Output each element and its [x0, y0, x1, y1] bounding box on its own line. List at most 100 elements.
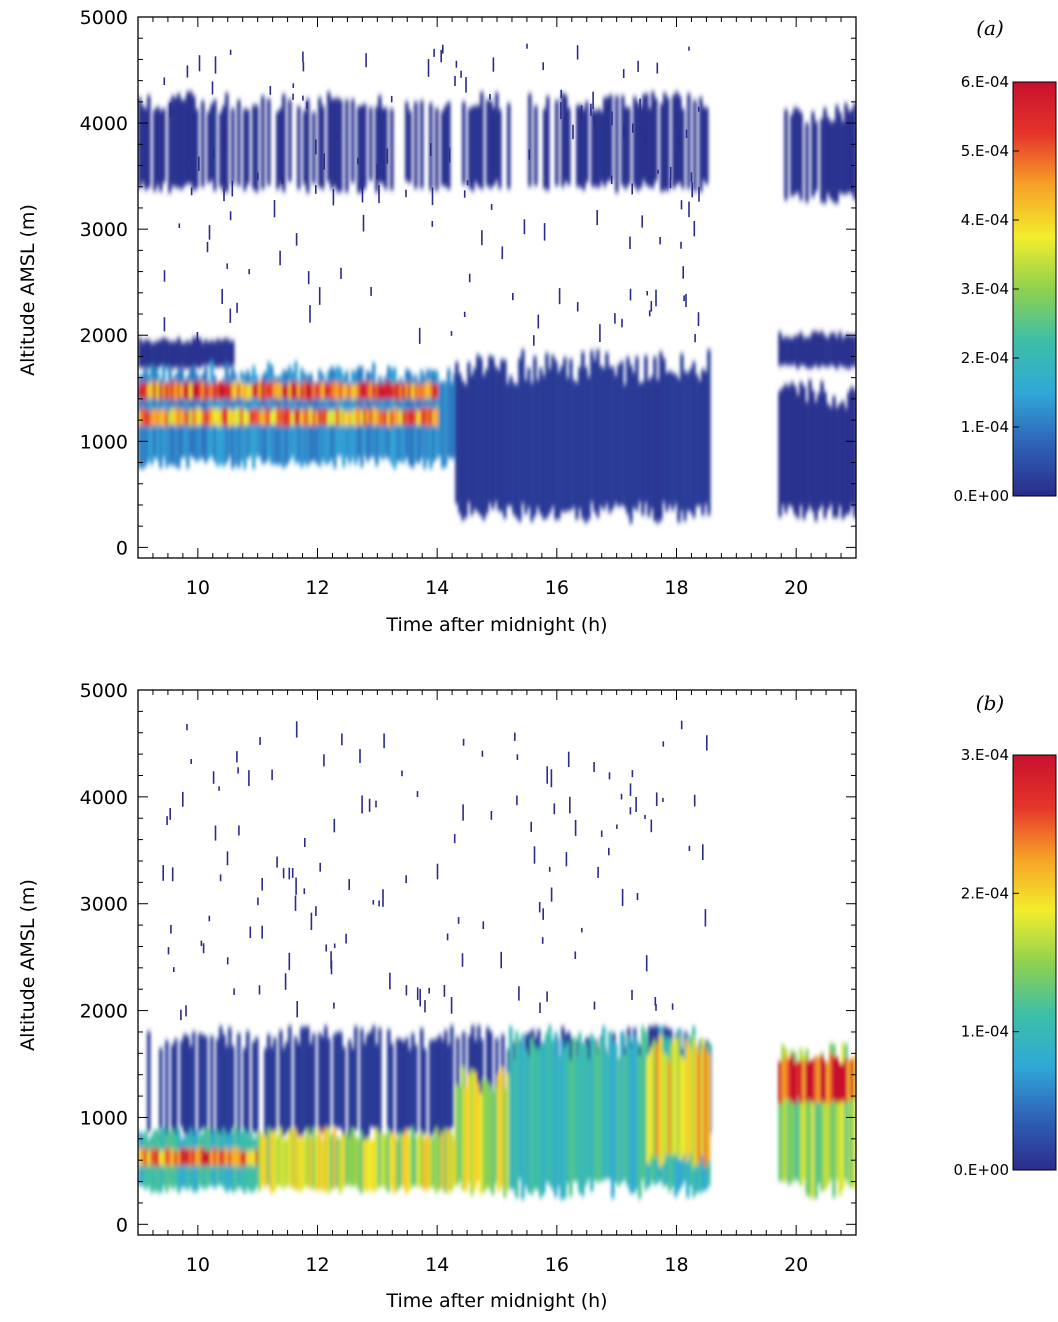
speckle: [538, 902, 541, 913]
heatmap-cell: [159, 1047, 163, 1129]
speckle: [581, 927, 583, 933]
heatmap-cell: [584, 1044, 588, 1185]
heatmap-cell: [198, 382, 202, 399]
heatmap-cell: [793, 386, 797, 515]
heatmap-cell: [841, 1063, 845, 1102]
speckle: [678, 132, 681, 147]
heatmap-cell: [159, 339, 163, 366]
heatmap-cell: [297, 409, 301, 425]
heatmap-cell: [326, 1127, 331, 1194]
speckle: [523, 219, 526, 235]
speckle: [376, 163, 378, 180]
speckle: [348, 879, 350, 890]
speckle: [641, 215, 643, 228]
heatmap-cell: [425, 1135, 430, 1190]
speckle: [190, 759, 192, 764]
heatmap-cell: [264, 1048, 268, 1136]
speckle: [623, 124, 625, 139]
speckle: [428, 987, 430, 994]
heatmap-cell: [303, 110, 307, 185]
heatmap-cell: [216, 1151, 220, 1165]
heatmap-cell: [159, 383, 163, 400]
heatmap-cell: [192, 1148, 196, 1166]
heatmap-cell: [847, 391, 851, 514]
heatmap-cell: [387, 409, 391, 427]
heatmap-cell: [781, 387, 785, 506]
heatmap-cell: [784, 384, 788, 513]
heatmap-cell: [423, 384, 427, 399]
heatmap-cell: [398, 1132, 403, 1187]
heatmap-cell: [660, 103, 664, 192]
heatmap-cell: [476, 354, 480, 513]
heatmap-cell: [784, 109, 788, 200]
heatmap-cell: [793, 1052, 797, 1180]
heatmap-cell: [784, 1055, 788, 1099]
heatmap-cell: [838, 1073, 842, 1196]
speckle: [620, 793, 623, 800]
heatmap-cell: [392, 1133, 397, 1194]
heatmap-cell: [213, 341, 217, 368]
colorbar-b-ticks: 0.E+00 1.E-04 2.E-04 3.E-04: [954, 746, 1019, 1179]
heatmap-cell: [390, 384, 394, 400]
heatmap-cell: [702, 107, 706, 181]
speckle: [542, 908, 544, 920]
heatmap-cell: [677, 379, 681, 523]
speckle: [416, 791, 419, 798]
heatmap-cell: [790, 1050, 794, 1183]
heatmap-cell: [363, 381, 367, 400]
heatmap-cell: [572, 1037, 576, 1182]
heatmap-cell: [456, 1037, 460, 1131]
heatmap-cell: [826, 1068, 830, 1186]
heatmap-cell: [482, 375, 486, 520]
heatmap-cell: [572, 380, 576, 508]
heatmap-cell: [542, 1041, 546, 1194]
heatmap-cell: [847, 1073, 851, 1186]
speckle: [383, 733, 385, 749]
heatmap-cell: [814, 1056, 818, 1103]
heatmap-cell: [599, 1040, 603, 1182]
heatmap-cell: [186, 91, 190, 184]
speckle: [501, 246, 504, 260]
speckle: [539, 1002, 541, 1013]
heatmap-cell: [578, 1032, 582, 1193]
panel-label-b: (b): [976, 691, 1004, 715]
heatmap-cell: [614, 375, 618, 504]
heatmap-cell: [674, 374, 678, 505]
heatmap-cell: [477, 105, 481, 187]
speckle: [702, 844, 704, 860]
heatmap-cell: [823, 108, 827, 204]
heatmap-cell: [165, 339, 169, 368]
heatmap-cell: [554, 1032, 558, 1197]
heatmap-cell: [447, 1044, 451, 1138]
speckle: [306, 101, 308, 109]
heatmap-cell: [288, 382, 292, 400]
heatmap-cell: [633, 96, 637, 186]
heatmap-cell: [360, 1028, 364, 1133]
heatmap-cell: [850, 109, 854, 194]
speckle: [163, 317, 166, 332]
heatmap-cell: [802, 386, 806, 520]
speckle: [614, 313, 616, 324]
speckle: [655, 792, 658, 806]
speckle: [405, 985, 408, 996]
heatmap-cell: [156, 381, 160, 400]
heatmap-cell: [527, 1056, 531, 1193]
heatmap-cell: [443, 1128, 448, 1193]
colorbar-tick-label: 3.E-04: [961, 746, 1009, 764]
heatmap-cell: [228, 408, 232, 427]
x-axis-title-b: Time after midnight (h): [385, 1290, 607, 1312]
heatmap-cell: [267, 407, 271, 426]
heatmap-cell: [623, 384, 627, 508]
heatmap-cell: [832, 396, 836, 518]
speckle: [650, 301, 653, 312]
heatmap-cell: [390, 411, 394, 427]
heatmap-cell: [287, 1130, 292, 1187]
x-axis-b: 10 12 14 16 18 20: [137, 690, 857, 1276]
speckle: [632, 123, 634, 133]
speckle: [390, 95, 393, 103]
heatmap-cell: [606, 97, 610, 182]
heatmap-cell: [192, 383, 196, 399]
heatmap-cell: [608, 1031, 612, 1180]
x-tick-label: 12: [305, 1254, 329, 1276]
x-tick-label: 14: [425, 1254, 449, 1276]
